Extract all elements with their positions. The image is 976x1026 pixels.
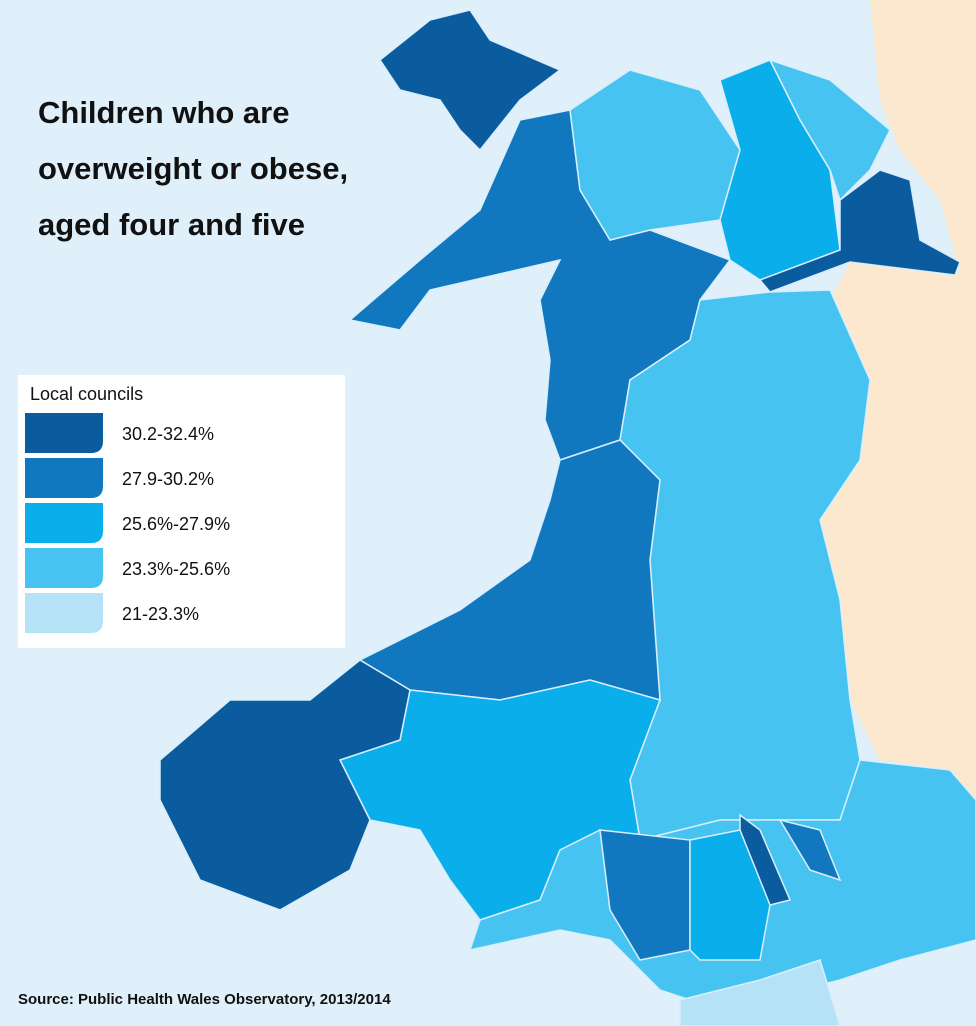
legend-title: Local councils	[30, 384, 143, 404]
pembrokeshire	[159, 659, 411, 911]
legend-label: 21-23.3%	[122, 604, 199, 624]
england	[820, 0, 976, 800]
legend-swatch	[25, 548, 103, 588]
regions	[159, 9, 976, 1026]
legend-swatch	[25, 503, 103, 543]
title: Children who are overweight or obese, aged…	[38, 95, 348, 242]
title-line: aged four and five	[38, 207, 305, 242]
legend: 30.2-32.4% 27.9-30.2% 25.6%-27.9% 23.3%-25.…	[25, 413, 230, 633]
wrexham	[758, 169, 961, 293]
title-line: Children who are	[38, 95, 289, 130]
rhondda	[689, 829, 771, 961]
legend-label: 25.6%-27.9%	[122, 514, 230, 534]
legend-label: 30.2-32.4%	[122, 424, 214, 444]
title-line: overweight or obese,	[38, 151, 348, 186]
flintshire	[768, 58, 891, 202]
legend-swatch	[25, 458, 103, 498]
blaenau-gwent	[778, 818, 842, 882]
cardiff-vale	[679, 959, 841, 1026]
legend-label: 23.3%-25.6%	[122, 559, 230, 579]
legend-swatch	[25, 593, 103, 633]
legend-swatch	[25, 413, 103, 453]
source: Source: Public Health Wales Observatory,…	[18, 991, 391, 1008]
neath-port-talbot	[599, 829, 691, 961]
legend-label: 27.9-30.2%	[122, 469, 214, 489]
anglesey	[378, 9, 562, 152]
